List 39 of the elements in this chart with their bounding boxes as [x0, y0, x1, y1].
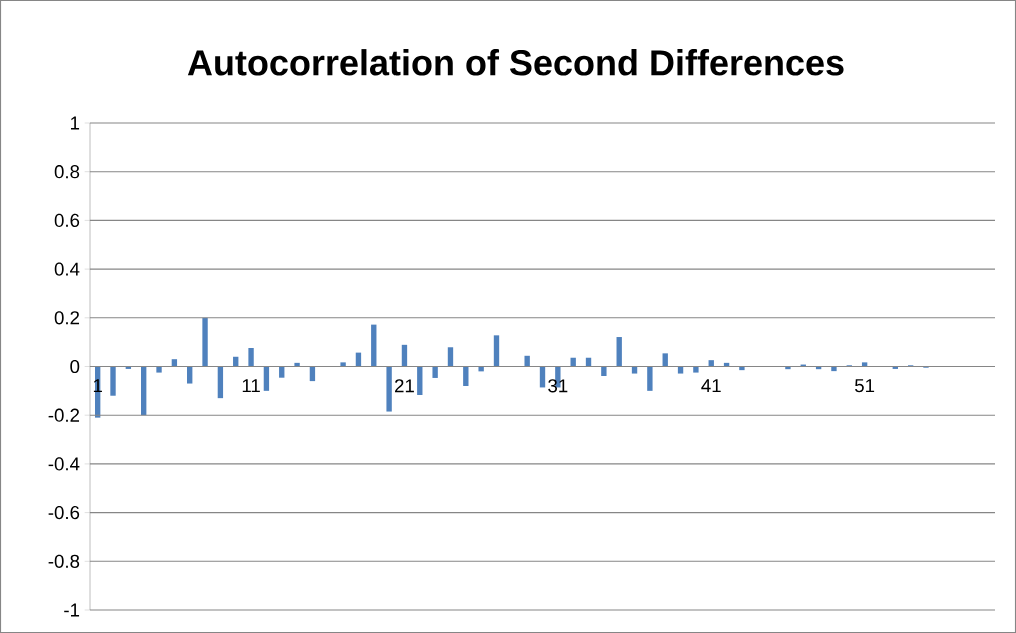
y-tick-label: 1 — [71, 116, 80, 130]
bar — [463, 366, 469, 386]
bar — [217, 366, 224, 399]
x-tick-label: 11 — [242, 379, 260, 393]
bar — [386, 366, 392, 412]
y-tick-label: 0.8 — [54, 165, 80, 179]
bar — [309, 366, 316, 382]
bar — [447, 347, 454, 367]
bar — [248, 348, 254, 367]
y-tick-label: -0.4 — [48, 457, 80, 471]
y-tick-label: 0 — [70, 359, 80, 374]
bar — [401, 344, 408, 367]
bar — [263, 366, 270, 391]
x-tick-label: 31 — [548, 379, 568, 393]
bar — [371, 324, 377, 367]
bar — [524, 355, 530, 367]
bar — [616, 337, 622, 367]
y-tick-label: -0.2 — [48, 408, 80, 422]
bar — [417, 366, 423, 395]
y-tick-label: 0.4 — [54, 262, 80, 276]
bar — [141, 366, 147, 416]
chart-title: Autocorrelation of Second Differences — [187, 49, 844, 76]
bar — [110, 366, 116, 396]
bar — [662, 353, 668, 367]
x-tick-label: 21 — [395, 379, 414, 393]
bar — [647, 366, 653, 391]
y-tick-label: -0.8 — [48, 554, 80, 568]
bar — [202, 317, 208, 367]
y-tick-label: 0.2 — [54, 311, 80, 325]
y-tick-label: 0.6 — [54, 213, 80, 228]
y-tick-label: -0.6 — [48, 505, 80, 520]
bar — [187, 366, 193, 384]
x-tick-label: 51 — [855, 379, 875, 393]
x-tick-label: 41 — [701, 379, 721, 393]
bar — [432, 366, 438, 378]
bar — [493, 335, 500, 367]
bar — [279, 366, 285, 378]
y-tick-label: -1 — [64, 603, 80, 617]
bar — [601, 366, 607, 376]
